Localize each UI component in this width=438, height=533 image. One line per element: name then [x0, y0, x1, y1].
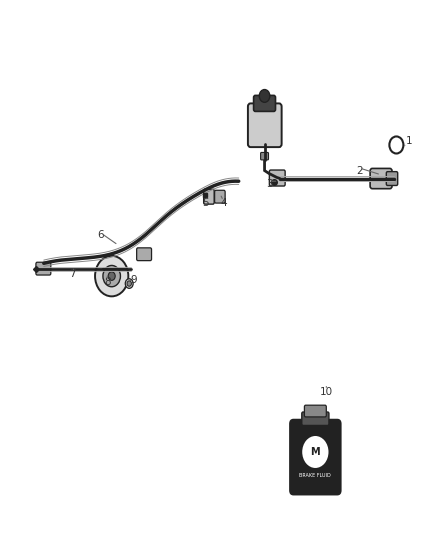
Circle shape: [108, 272, 115, 280]
Circle shape: [127, 281, 131, 286]
Text: 7: 7: [69, 270, 76, 279]
FancyBboxPatch shape: [386, 172, 398, 185]
FancyBboxPatch shape: [36, 262, 51, 275]
Text: 4: 4: [220, 198, 227, 207]
Circle shape: [95, 256, 128, 296]
Circle shape: [259, 90, 270, 102]
FancyBboxPatch shape: [254, 95, 276, 111]
Circle shape: [125, 279, 133, 288]
FancyBboxPatch shape: [204, 189, 214, 204]
FancyBboxPatch shape: [290, 419, 341, 495]
FancyBboxPatch shape: [302, 412, 329, 425]
Circle shape: [103, 265, 120, 287]
FancyBboxPatch shape: [261, 152, 268, 160]
Text: 2: 2: [356, 166, 363, 175]
Text: 6: 6: [97, 230, 104, 239]
FancyBboxPatch shape: [304, 405, 326, 417]
Text: 5: 5: [202, 198, 209, 207]
Text: 10: 10: [320, 387, 333, 397]
Text: M: M: [311, 447, 320, 457]
FancyBboxPatch shape: [137, 248, 152, 261]
FancyBboxPatch shape: [370, 168, 392, 189]
FancyBboxPatch shape: [215, 190, 225, 203]
Text: BRAKE FLUID: BRAKE FLUID: [300, 473, 331, 478]
FancyBboxPatch shape: [269, 170, 285, 186]
Text: 1: 1: [406, 136, 413, 146]
Text: 9: 9: [130, 275, 137, 285]
Text: 3: 3: [266, 179, 273, 189]
FancyBboxPatch shape: [248, 103, 282, 147]
Text: 8: 8: [104, 278, 111, 287]
Circle shape: [302, 436, 328, 468]
